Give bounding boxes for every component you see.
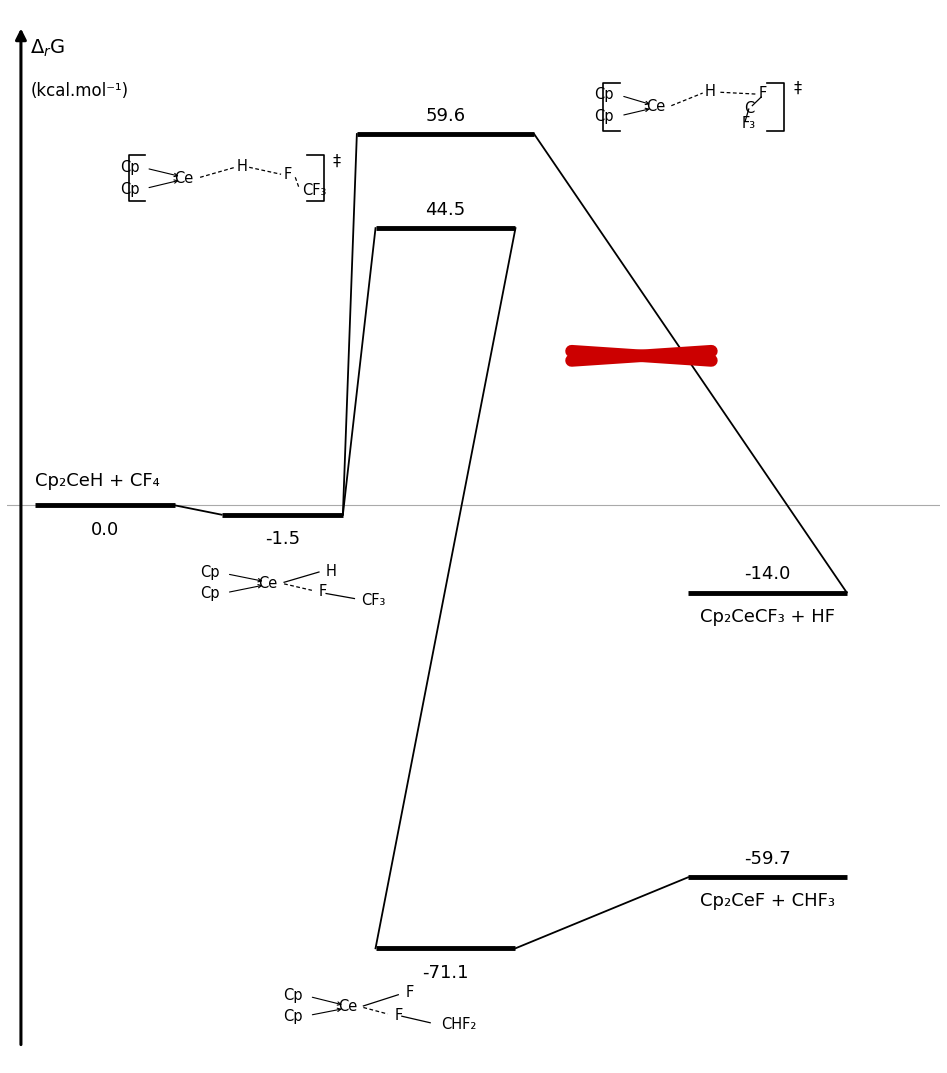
Text: Cp: Cp <box>200 586 220 601</box>
Text: 59.6: 59.6 <box>425 106 466 124</box>
Text: Ce: Ce <box>646 99 665 114</box>
Text: CF₃: CF₃ <box>362 592 385 607</box>
Text: Cp: Cp <box>119 160 139 175</box>
Text: F: F <box>284 166 293 181</box>
Text: ‡: ‡ <box>333 153 341 168</box>
Text: -14.0: -14.0 <box>744 565 791 584</box>
Text: CHF₂: CHF₂ <box>441 1017 476 1032</box>
Text: $\Delta_r$G: $\Delta_r$G <box>30 39 65 59</box>
Text: C: C <box>743 101 754 116</box>
Text: H: H <box>705 84 715 99</box>
Text: Cp: Cp <box>119 181 139 196</box>
Text: Cp: Cp <box>595 109 614 124</box>
Text: Cp₂CeF + CHF₃: Cp₂CeF + CHF₃ <box>700 892 835 910</box>
Text: F₃: F₃ <box>742 116 756 131</box>
Text: H: H <box>237 159 247 174</box>
Text: -71.1: -71.1 <box>422 964 469 982</box>
Text: H: H <box>326 563 337 578</box>
Text: ‡: ‡ <box>794 80 802 95</box>
Text: 44.5: 44.5 <box>425 201 466 219</box>
Text: F: F <box>395 1008 403 1023</box>
Text: CF₃: CF₃ <box>302 182 327 197</box>
Text: (kcal.mol⁻¹): (kcal.mol⁻¹) <box>30 82 129 100</box>
Text: Cp: Cp <box>283 1009 302 1024</box>
Text: Cp₂CeCF₃ + HF: Cp₂CeCF₃ + HF <box>700 608 835 627</box>
Text: 0.0: 0.0 <box>91 520 119 539</box>
Text: Cp: Cp <box>200 565 220 580</box>
Text: Ce: Ce <box>259 576 277 591</box>
Text: F: F <box>759 86 767 101</box>
Text: Ce: Ce <box>174 171 194 186</box>
Text: -1.5: -1.5 <box>264 530 300 548</box>
Text: -59.7: -59.7 <box>744 850 791 868</box>
Text: F: F <box>319 584 328 599</box>
Text: F: F <box>405 985 414 1000</box>
Text: Ce: Ce <box>338 999 357 1014</box>
Text: Cp: Cp <box>595 87 614 102</box>
Text: Cp₂CeH + CF₄: Cp₂CeH + CF₄ <box>35 472 160 489</box>
Text: Cp: Cp <box>283 988 302 1003</box>
